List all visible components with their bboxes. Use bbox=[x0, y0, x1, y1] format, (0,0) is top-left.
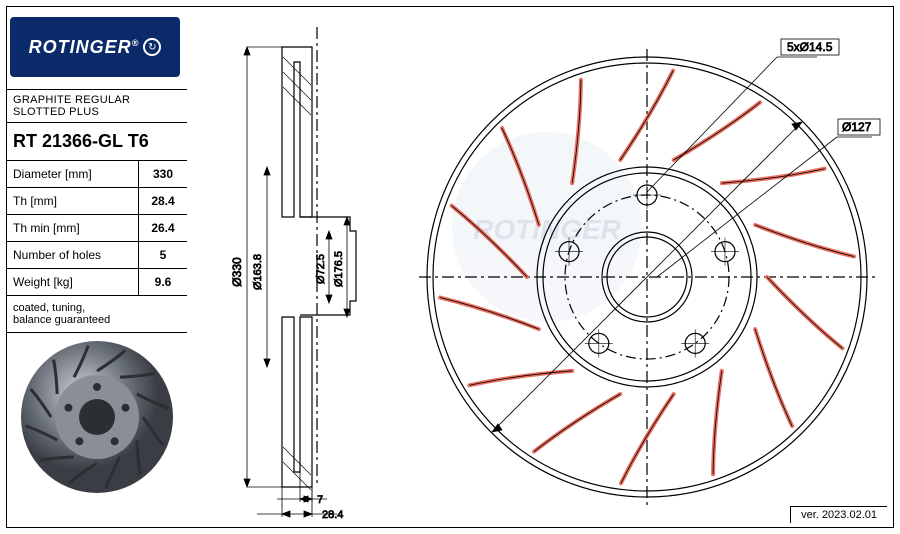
spec-header: GRAPHITE REGULAR SLOTTED PLUS bbox=[7, 90, 187, 123]
spec-label: Weight [kg] bbox=[7, 269, 139, 295]
spec-row: Th min [mm] 26.4 bbox=[7, 215, 187, 242]
spec-note: coated, tuning, balance guaranteed bbox=[7, 296, 187, 333]
callout-bolt-circle: Ø127 bbox=[842, 120, 872, 134]
spec-label: Diameter [mm] bbox=[7, 161, 139, 187]
spec-value: 9.6 bbox=[139, 269, 187, 295]
dim-d1: Ø163.8 bbox=[252, 254, 264, 290]
dim-d2: Ø72.5 bbox=[315, 254, 327, 284]
spec-value: 330 bbox=[139, 161, 187, 187]
dim-h1: 7 bbox=[317, 494, 323, 506]
spec-row: Th [mm] 28.4 bbox=[7, 188, 187, 215]
spec-row: Weight [kg] 9.6 bbox=[7, 269, 187, 296]
version-label: ver. 2023.02.01 bbox=[790, 506, 887, 523]
spec-row: Diameter [mm] 330 bbox=[7, 161, 187, 188]
spec-row: Number of holes 5 bbox=[7, 242, 187, 269]
spec-table: GRAPHITE REGULAR SLOTTED PLUS RT 21366-G… bbox=[7, 89, 187, 333]
registered-mark: ® bbox=[132, 38, 140, 48]
dim-d3: Ø176.5 bbox=[333, 251, 345, 287]
disc-thumbnail bbox=[17, 337, 177, 497]
logo-spin-icon: ↻ bbox=[143, 38, 161, 56]
spec-value: 28.4 bbox=[139, 188, 187, 214]
front-face-view: ROTINGER 5xØ14.5 Ø127 bbox=[397, 17, 897, 522]
callout-holes: 5xØ14.5 bbox=[787, 40, 833, 54]
page-frame: ROTINGER® ↻ GRAPHITE REGULAR SLOTTED PLU… bbox=[6, 6, 894, 528]
brand-name: ROTINGER bbox=[29, 37, 132, 57]
side-section-view: Ø330 Ø163.8 Ø72.5 Ø176.5 bbox=[197, 17, 397, 522]
brand-text: ROTINGER® bbox=[29, 37, 140, 58]
dim-h2: 28.4 bbox=[322, 509, 343, 521]
spec-label: Th [mm] bbox=[7, 188, 139, 214]
part-number: RT 21366-GL T6 bbox=[7, 123, 187, 161]
spec-label: Th min [mm] bbox=[7, 215, 139, 241]
spec-value: 5 bbox=[139, 242, 187, 268]
brand-logo: ROTINGER® ↻ bbox=[10, 17, 180, 77]
spec-label: Number of holes bbox=[7, 242, 139, 268]
spec-value: 26.4 bbox=[139, 215, 187, 241]
dim-outer-d: Ø330 bbox=[230, 257, 244, 287]
